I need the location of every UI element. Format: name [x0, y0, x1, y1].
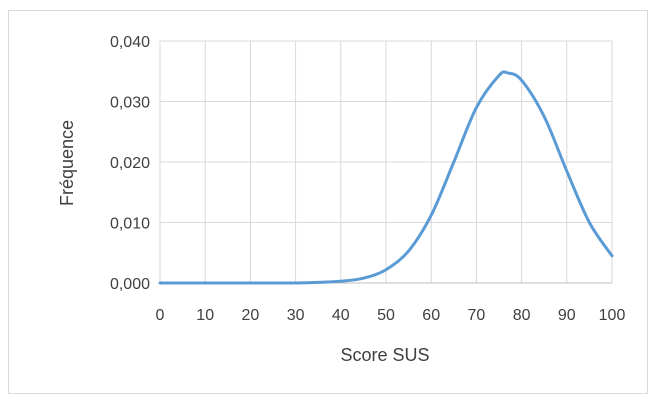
x-tick-label: 70	[468, 307, 486, 324]
chart-frame	[8, 10, 648, 394]
series-line	[158, 70, 614, 285]
x-tick-label: 80	[513, 307, 531, 324]
x-tick-label: 100	[599, 307, 626, 324]
y-tick-labels: 0,000 0,010 0,020 0,030 0,040	[110, 34, 150, 293]
y-tick-label: 0,010	[110, 216, 150, 233]
series-group	[158, 70, 614, 285]
x-tick-label: 40	[332, 307, 350, 324]
y-tick-label: 0,020	[110, 155, 150, 172]
x-tick-label: 30	[287, 307, 305, 324]
x-tick-label: 0	[156, 307, 165, 324]
x-tick-label: 20	[242, 307, 260, 324]
y-tick-label: 0,000	[110, 276, 150, 293]
y-tick-label: 0,040	[110, 34, 150, 51]
x-tick-label: 50	[377, 307, 395, 324]
x-tick-labels: 0 10 20 30 40 50 60 70 80 90 100	[156, 307, 626, 324]
x-tick-label: 60	[422, 307, 440, 324]
x-tick-label: 90	[558, 307, 576, 324]
grid	[159, 40, 613, 284]
x-tick-label: 10	[196, 307, 214, 324]
y-axis-title: Fréquence	[57, 120, 77, 206]
y-tick-label: 0,030	[110, 95, 150, 112]
x-axis-title: Score SUS	[340, 345, 429, 365]
